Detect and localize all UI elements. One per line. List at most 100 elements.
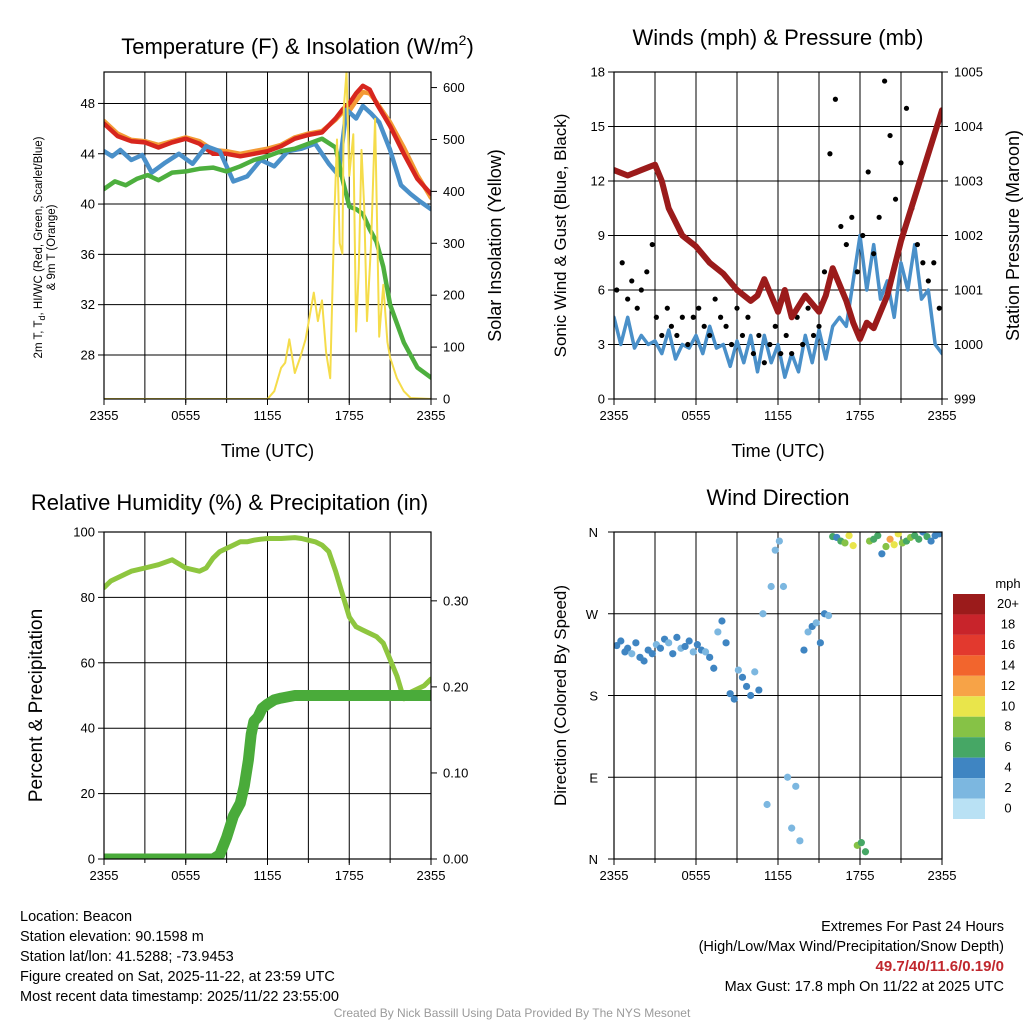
direction-point: [878, 550, 886, 558]
y-left-tick-label: 44: [81, 146, 95, 161]
x-tick-label: 1755: [846, 408, 875, 423]
gust-point: [800, 341, 806, 348]
gust-point: [625, 296, 631, 302]
direction-point: [792, 782, 800, 790]
series-precipitation: [104, 690, 431, 859]
colorbar-swatch: [953, 716, 985, 738]
title-main: Temperature (F) & Insolation (W/m: [121, 34, 458, 59]
y-left-axis-label: Sonic Wind & Gust (Blue, Black): [551, 114, 570, 358]
y-left-tick-label: 0: [88, 852, 95, 867]
direction-point: [755, 686, 763, 694]
gust-point: [629, 278, 635, 284]
gust-point: [832, 96, 839, 102]
series-sonic-wind: [614, 233, 942, 379]
gust-point: [871, 251, 877, 257]
direction-point: [640, 657, 648, 665]
gust-point: [718, 314, 724, 320]
gust-point: [750, 350, 757, 357]
gust-point: [674, 332, 680, 339]
panel-title: Temperature (F) & Insolation (W/m2): [121, 32, 474, 59]
x-tick-label: 2355: [90, 408, 119, 423]
x-axis-label: Time (UTC): [731, 441, 824, 461]
gust-point: [690, 314, 696, 320]
direction-point: [824, 611, 833, 620]
y-right-tick-label: 1003: [954, 174, 983, 189]
extremes-title: Extremes For Past 24 Hours: [821, 919, 1004, 935]
direction-point: [845, 532, 853, 540]
y-left-tick-label: 3: [598, 337, 605, 352]
direction-point: [734, 666, 742, 674]
station-info: Location: Beacon Station elevation: 90.1…: [20, 907, 339, 1007]
direction-point: [800, 646, 808, 654]
colorbar-label: 14: [1001, 657, 1015, 672]
gust-point: [659, 332, 665, 339]
y-right-tick-label: 300: [443, 236, 465, 251]
created-text: Figure created on Sat, 2025-11-22, at 23…: [20, 969, 335, 985]
y-left-tick-label: 6: [598, 283, 605, 298]
gust-point: [920, 260, 926, 266]
colorbar-label: 16: [1001, 637, 1015, 652]
colorbar-label: 20+: [997, 596, 1019, 611]
y-left-label-part: 2m T, T: [33, 321, 45, 359]
y-left-tick-label: 0: [598, 392, 605, 407]
gust-point: [728, 341, 735, 348]
gust-point: [925, 278, 931, 284]
direction-point: [669, 650, 677, 658]
y-right-tick-label: 200: [443, 288, 465, 303]
x-tick-label: 2355: [600, 408, 629, 423]
gust-point: [860, 232, 866, 239]
series-heat-index-wind-chill: [104, 103, 431, 212]
y-left-tick-label: 12: [591, 174, 605, 189]
gust-point: [634, 305, 640, 311]
gust-point: [772, 323, 778, 329]
x-tick-label: 0555: [682, 868, 711, 883]
series-gust: [614, 78, 942, 366]
direction-point: [874, 532, 882, 540]
gust-point: [778, 350, 784, 357]
direction-point: [706, 653, 714, 661]
direction-point: [718, 617, 726, 625]
gust-point: [761, 360, 767, 366]
y-left-tick-label: 40: [81, 721, 95, 736]
gust-point: [644, 269, 650, 275]
x-tick-label: 0555: [171, 408, 200, 423]
direction-point: [763, 800, 771, 809]
y-right-tick-label: 1001: [954, 283, 983, 298]
colorbar-label: 10: [1001, 698, 1015, 713]
elevation-text: Station elevation: 90.1598 m: [20, 929, 204, 945]
y-right-tick-label: 0.00: [443, 852, 468, 867]
y-left-tick-label: 48: [81, 96, 95, 111]
direction-point: [779, 582, 788, 591]
y-right-tick-label: 1002: [954, 228, 983, 243]
direction-point: [775, 537, 783, 545]
gust-point: [789, 350, 795, 357]
y-right-tick-label: 600: [443, 80, 465, 95]
y-left-tick-label: 100: [73, 525, 95, 540]
gust-point: [614, 287, 620, 293]
x-tick-label: 2355: [928, 408, 957, 423]
gust-point: [668, 323, 675, 329]
direction-point: [882, 542, 890, 551]
x-tick-label: 1755: [335, 868, 364, 883]
colorbar-label: 2: [1004, 780, 1011, 795]
x-tick-label: 0555: [682, 408, 711, 423]
colorbar-label: 4: [1004, 760, 1011, 775]
gust-point: [849, 214, 855, 220]
direction-point: [656, 644, 665, 652]
y-right-tick-label: 0.10: [443, 765, 468, 780]
x-tick-label: 2355: [600, 868, 629, 883]
y-left-tick-label: 32: [81, 297, 95, 312]
gust-point: [810, 332, 817, 339]
colorbar-label: 6: [1004, 739, 1011, 754]
gust-point: [734, 305, 740, 311]
x-tick-label: 1155: [254, 868, 282, 883]
x-tick-label: 1755: [335, 408, 364, 423]
colorbar-label: 12: [1001, 678, 1015, 693]
colorbar-title: mph: [995, 576, 1020, 591]
gust-point: [816, 323, 822, 329]
max-gust-text: Max Gust: 17.8 mph On 11/22 at 2025 UTC: [724, 979, 1004, 995]
y-right-tick-label: 500: [443, 132, 465, 147]
x-tick-label: 1155: [764, 868, 792, 883]
